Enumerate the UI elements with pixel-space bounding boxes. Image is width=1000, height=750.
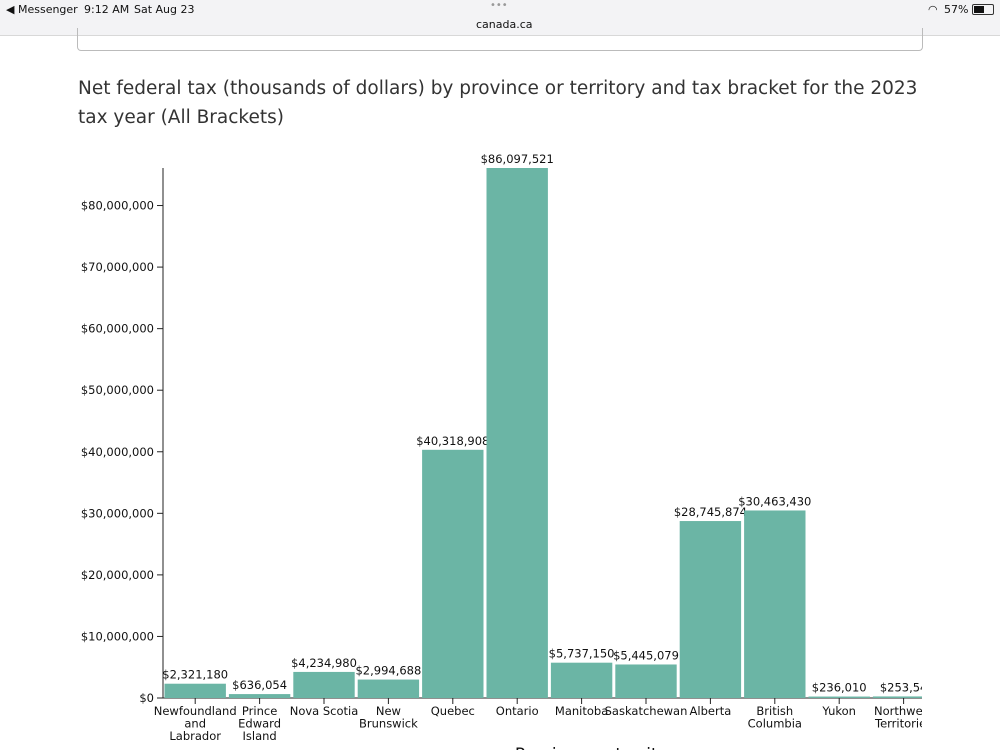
back-app[interactable]: ◀ Messenger: [6, 3, 78, 16]
value-label: $40,318,908: [416, 434, 489, 448]
x-tick-label: Northwest: [874, 704, 934, 718]
x-tick-label: Island: [242, 729, 276, 743]
x-tick-label: Alberta: [690, 704, 732, 718]
x-tick-label: and: [184, 717, 206, 731]
x-tick-label: Labrador: [169, 729, 221, 743]
value-label: $236,010: [812, 681, 867, 695]
value-label: $30,463,430: [738, 494, 811, 508]
x-tick-label: Brunswick: [359, 717, 418, 731]
value-label: $28,745,874: [674, 505, 747, 519]
back-app-label: Messenger: [17, 3, 78, 16]
bar: [164, 683, 226, 698]
value-label: $636,054: [232, 678, 287, 692]
date: Sat Aug 23: [134, 3, 195, 16]
x-tick-label: Ontario: [496, 704, 539, 718]
y-tick-label: $80,000,000: [81, 199, 154, 213]
y-tick-label: $70,000,000: [81, 260, 154, 274]
x-tick-label: Yukon: [821, 704, 856, 718]
bar: [744, 510, 806, 698]
y-tick-label: $50,000,000: [81, 383, 154, 397]
bar: [872, 696, 922, 698]
y-tick-label: $20,000,000: [81, 568, 154, 582]
x-tick-label: British: [756, 704, 793, 718]
value-label: $2,994,688: [355, 664, 421, 678]
value-label: $4,234,980: [291, 656, 357, 670]
bar: [679, 521, 742, 698]
bar: [422, 449, 484, 698]
x-tick-label: Saskatchewan: [605, 704, 688, 718]
x-tick-label: Edward: [238, 717, 281, 731]
battery-icon: [972, 4, 994, 15]
y-tick-label: $60,000,000: [81, 322, 154, 336]
battery-text: 57%: [944, 3, 969, 16]
value-label: $2,321,180: [162, 668, 228, 682]
bar: [615, 664, 677, 698]
x-tick-label: Quebec: [431, 704, 475, 718]
card: [77, 28, 923, 51]
status-bar: ◀ Messenger 9:12 AM Sat Aug 23 ••• canad…: [0, 0, 1000, 36]
chart-title: Net federal tax (thousands of dollars) b…: [78, 78, 918, 128]
x-tick-label: Manitoba: [555, 704, 608, 718]
bar: [808, 696, 870, 698]
x-tick-label: New: [376, 704, 401, 718]
x-tick-label: Nova Scotia: [290, 704, 359, 718]
menu-dots[interactable]: •••: [490, 0, 508, 11]
y-tick-label: $30,000,000: [81, 506, 154, 520]
value-label: $5,445,079: [613, 648, 679, 662]
y-tick-label: $10,000,000: [81, 629, 154, 643]
value-label: $5,737,150: [549, 647, 615, 661]
bar: [550, 662, 613, 698]
bar: [486, 168, 548, 698]
x-tick-label: Newfoundland: [154, 704, 237, 718]
bar: [357, 679, 420, 698]
value-label: $86,097,521: [481, 152, 554, 166]
y-tick-label: $40,000,000: [81, 445, 154, 459]
x-axis-title: Province or territory: [515, 745, 685, 750]
bar: [293, 671, 355, 698]
x-tick-label: Prince: [242, 704, 277, 718]
plot: $0 $10,000,000 $20,000,000 $30,000,000 $40,0…: [81, 152, 934, 750]
y-tick-label: $0: [139, 691, 154, 705]
time: 9:12 AM: [84, 3, 130, 16]
x-tick-label: Columbia: [748, 717, 802, 731]
value-label: $253,54: [880, 680, 928, 694]
bar: [228, 694, 291, 698]
x-tick-label: Territories: [874, 717, 932, 731]
wifi-icon: ◠: [928, 3, 938, 16]
url[interactable]: canada.ca: [476, 18, 533, 31]
